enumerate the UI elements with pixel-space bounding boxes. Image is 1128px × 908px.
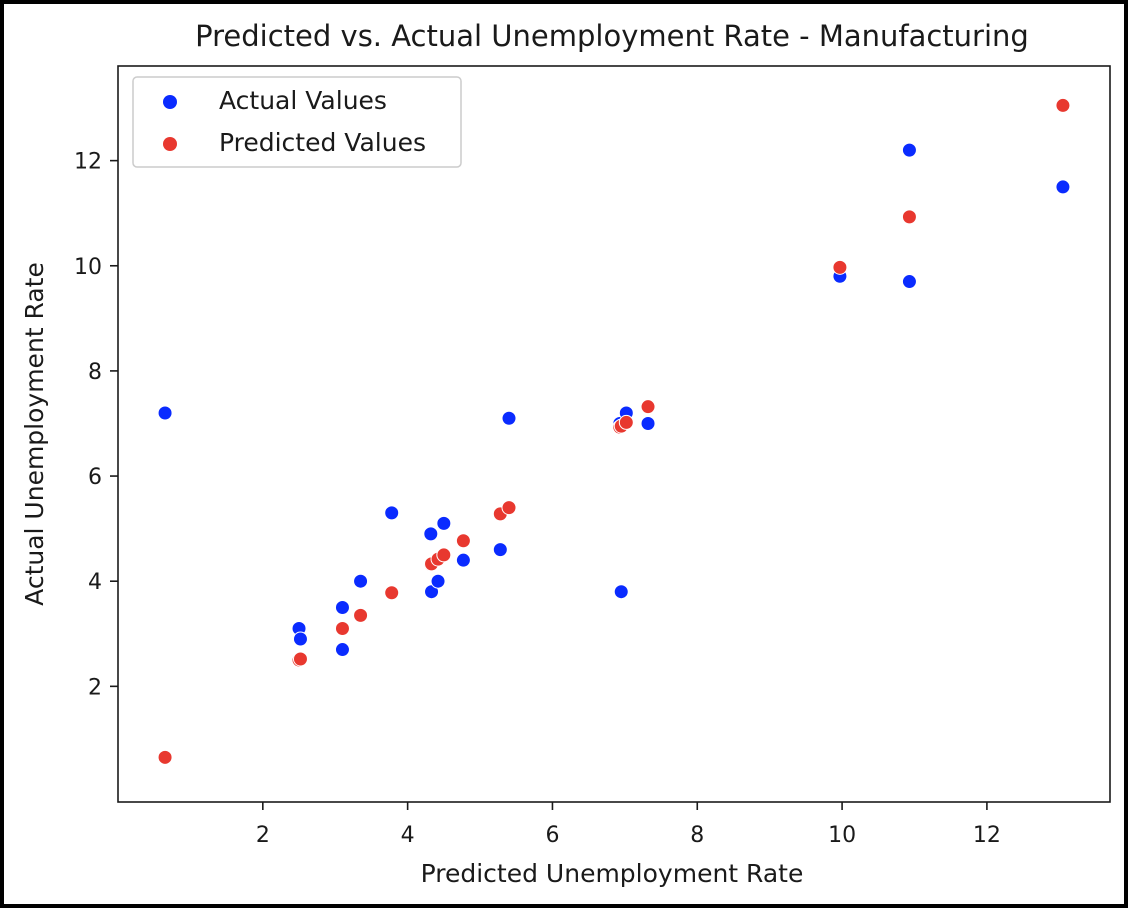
y-axis-ticks: 2 4 6 8 10 12 [74, 150, 118, 700]
x-tick-label-2: 2 [256, 823, 270, 848]
chart-legend: Actual Values Predicted Values [132, 76, 462, 168]
point-actual-values-4 [334, 642, 350, 658]
point-actual-values-11 [455, 552, 471, 568]
y-tick-label-8: 8 [88, 360, 102, 385]
y-tick-label-12: 12 [74, 150, 102, 175]
point-predicted-values-5 [353, 607, 369, 623]
x-tick-label-12: 12 [973, 823, 1001, 848]
point-actual-values-9 [430, 573, 446, 589]
point-predicted-values-11 [455, 533, 471, 549]
point-predicted-values-2 [292, 651, 308, 667]
point-predicted-values-4 [334, 621, 350, 637]
point-actual-values-5 [353, 573, 369, 589]
point-predicted-values-0 [157, 749, 173, 765]
legend-box [132, 76, 462, 168]
point-predicted-values-16 [618, 414, 634, 430]
y-tick-label-4: 4 [88, 570, 102, 595]
point-predicted-values-13 [501, 500, 517, 516]
y-axis-label: Actual Unemployment Rate [20, 262, 49, 606]
point-actual-values-17 [640, 415, 656, 431]
point-actual-values-20 [901, 274, 917, 290]
point-predicted-values-21 [1055, 97, 1071, 113]
point-actual-values-0 [157, 405, 173, 421]
x-tick-label-4: 4 [401, 823, 415, 848]
legend-label-actual-values: Actual Values [219, 86, 387, 115]
x-tick-label-6: 6 [545, 823, 559, 848]
point-predicted-values-18 [832, 259, 848, 275]
point-actual-values-19 [901, 142, 917, 158]
point-actual-values-13 [501, 410, 517, 426]
point-predicted-values-10 [436, 547, 452, 563]
scatter-points [157, 97, 1071, 765]
x-axis-label: Predicted Unemployment Rate [421, 859, 804, 888]
legend-marker-predicted-values [163, 137, 177, 151]
point-predicted-values-17 [640, 399, 656, 415]
point-actual-values-2 [292, 631, 308, 647]
plot-area [117, 65, 1111, 803]
y-tick-label-2: 2 [88, 675, 102, 700]
point-actual-values-15 [613, 584, 629, 600]
point-predicted-values-20 [901, 209, 917, 225]
point-actual-values-12 [492, 542, 508, 558]
x-tick-label-8: 8 [690, 823, 704, 848]
point-predicted-values-6 [384, 585, 400, 601]
point-actual-values-7 [423, 526, 439, 542]
point-actual-values-3 [334, 599, 350, 615]
point-actual-values-10 [436, 515, 452, 531]
y-tick-label-6: 6 [88, 465, 102, 490]
point-actual-values-6 [384, 505, 400, 521]
y-tick-label-10: 10 [74, 255, 102, 280]
legend-label-predicted-values: Predicted Values [219, 128, 426, 157]
x-tick-label-10: 10 [828, 823, 856, 848]
point-actual-values-21 [1055, 179, 1071, 195]
chart-title: Predicted vs. Actual Unemployment Rate -… [195, 19, 1029, 53]
legend-marker-actual-values [163, 95, 177, 109]
x-axis-ticks: 2 4 6 8 10 12 [256, 802, 1001, 848]
